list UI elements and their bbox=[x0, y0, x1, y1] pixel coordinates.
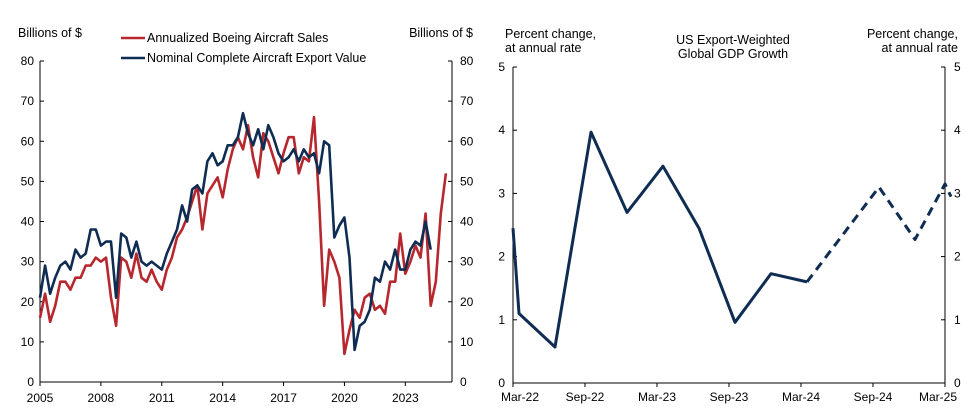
left-chart-ytick-label-left: 50 bbox=[21, 174, 35, 188]
left-chart-ytick-label-left: 60 bbox=[21, 134, 35, 148]
right-chart-ytick-label-left: 2 bbox=[498, 250, 505, 264]
legend-label-export-value: Nominal Complete Aircraft Export Value bbox=[147, 51, 366, 65]
left-chart-ytick-label-right: 50 bbox=[460, 174, 474, 188]
left-chart-ytick-label-right: 40 bbox=[460, 215, 474, 229]
right-chart-xtick-label: Mar-25 bbox=[919, 390, 957, 404]
right-chart-ytick-label-right: 1 bbox=[954, 313, 961, 327]
left-chart-xtick-label: 2023 bbox=[392, 391, 419, 405]
left-chart-ytick-label-left: 30 bbox=[21, 255, 35, 269]
left-chart-ytick-label-right: 10 bbox=[460, 335, 474, 349]
left-chart-ytick-label-right: 0 bbox=[460, 375, 467, 389]
right-chart-ytick-label-right: 0 bbox=[954, 376, 961, 390]
right-chart-xtick-label: Sep-22 bbox=[566, 390, 605, 404]
right-chart-ytick-label-left: 1 bbox=[498, 313, 505, 327]
gdp-growth-forecast-line bbox=[805, 182, 953, 283]
boeing-sales-line bbox=[38, 115, 448, 356]
right-chart-title-line2: Global GDP Growth bbox=[678, 47, 788, 61]
left-chart-left-axis-label: Billions of $ bbox=[18, 26, 82, 40]
aircraft-export-value-line bbox=[38, 111, 432, 352]
right-chart-ytick-label-right: 5 bbox=[954, 60, 961, 74]
left-chart-xtick-label: 2011 bbox=[149, 391, 175, 405]
right-chart-ytick-label-right: 2 bbox=[954, 250, 961, 264]
left-chart-xtick-label: 2014 bbox=[209, 391, 236, 405]
right-chart-xtick-label: Mar-22 bbox=[501, 390, 539, 404]
right-chart-right-axis-label-line2: at annual rate bbox=[882, 41, 958, 55]
right-chart-ytick-label-right: 3 bbox=[954, 186, 961, 200]
left-chart-ytick-label-left: 10 bbox=[21, 335, 35, 349]
right-chart-left-axis-label-line2: at annual rate bbox=[505, 41, 581, 55]
right-chart-xtick-label: Mar-24 bbox=[782, 390, 820, 404]
right-chart-left-axis-label-line1: Percent change, bbox=[505, 27, 596, 41]
left-chart-ytick-label-right: 60 bbox=[460, 134, 474, 148]
left-chart-xtick-label: 2008 bbox=[88, 391, 115, 405]
gdp-growth-actual-line bbox=[511, 130, 808, 349]
right-chart-right-axis-label-line1: Percent change, bbox=[867, 27, 958, 41]
left-chart-ytick-label-right: 80 bbox=[460, 54, 474, 68]
left-chart-ytick-label-left: 20 bbox=[21, 295, 35, 309]
left-chart-xtick-label: 2017 bbox=[270, 391, 297, 405]
left-chart-xtick-label: 2020 bbox=[331, 391, 358, 405]
left-chart-ytick-label-right: 20 bbox=[460, 295, 474, 309]
left-chart-ytick-label-left: 0 bbox=[27, 375, 34, 389]
right-chart-ytick-label-left: 0 bbox=[498, 376, 505, 390]
right-chart-ytick-label-left: 4 bbox=[498, 123, 505, 137]
right-chart-ytick-label-left: 3 bbox=[498, 186, 505, 200]
right-chart-xtick-label: Sep-24 bbox=[854, 390, 893, 404]
right-chart-xtick-label: Sep-23 bbox=[710, 390, 749, 404]
left-chart-ytick-label-left: 70 bbox=[21, 94, 35, 108]
left-chart-right-axis-label: Billions of $ bbox=[409, 26, 473, 40]
left-chart-ytick-label-left: 80 bbox=[21, 54, 35, 68]
right-chart-ytick-label-left: 5 bbox=[498, 60, 505, 74]
legend-label-boeing-sales: Annualized Boeing Aircraft Sales bbox=[147, 31, 328, 45]
right-chart-title-line1: US Export-Weighted bbox=[676, 33, 790, 47]
right-chart-xtick-label: Mar-23 bbox=[638, 390, 676, 404]
left-chart-ytick-label-right: 30 bbox=[460, 255, 474, 269]
right-chart-ytick-label-right: 4 bbox=[954, 123, 961, 137]
left-chart-ytick-label-left: 40 bbox=[21, 215, 35, 229]
left-chart-xtick-label: 2005 bbox=[27, 391, 54, 405]
left-chart-ytick-label-right: 70 bbox=[460, 94, 474, 108]
